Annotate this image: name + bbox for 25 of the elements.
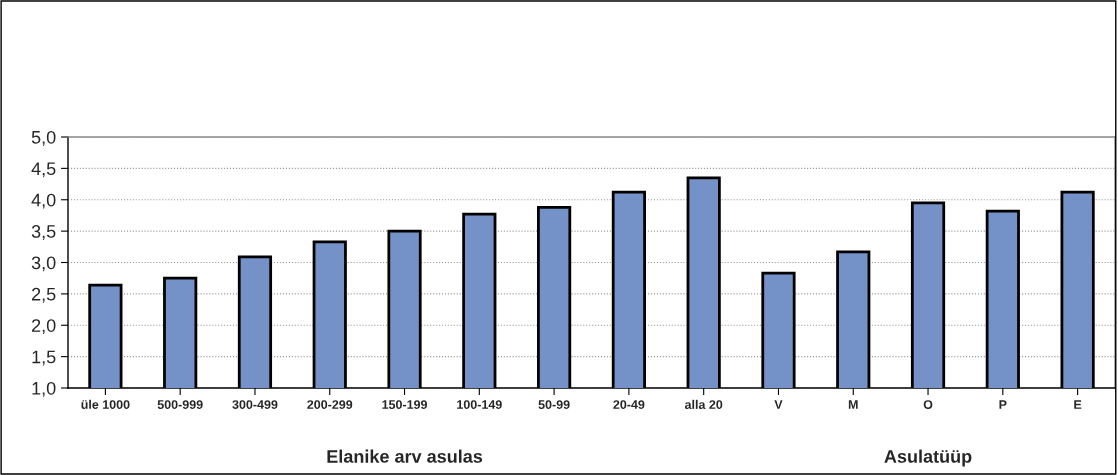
y-tick-label: 3,5 — [31, 225, 56, 240]
x-tick-label: O — [923, 400, 933, 409]
text: Asulatüüp — [884, 449, 972, 467]
y-tick-label: 3,0 — [31, 256, 56, 272]
y-tick-label: 2,5 — [32, 287, 56, 303]
x-tick-label: P — [999, 400, 1007, 409]
x-tick-label: E — [1074, 400, 1082, 409]
x-tick-label: 500-999 — [157, 400, 203, 409]
x-tick-label: alla 20 — [684, 399, 723, 409]
x-tick-label: V — [774, 400, 783, 409]
y-tick-label: 2,0 — [32, 319, 56, 335]
x-tick-label: 20-49 — [613, 400, 645, 409]
y-tick-label: 1,0 — [32, 381, 56, 397]
x-tick-label: 300-499 — [232, 400, 278, 409]
text: Elanike arv asulas — [327, 449, 483, 463]
y-tick-label: 4,0 — [31, 193, 56, 209]
x-tick-label: 150-199 — [382, 400, 428, 409]
x-tick-label: 200-299 — [307, 400, 353, 409]
x-tick-label: 100-149 — [457, 400, 502, 409]
x-tick-label: 50-99 — [538, 400, 570, 409]
y-tick-label: 5,0 — [31, 130, 56, 146]
y-tick-label: 1,5 — [32, 350, 56, 366]
x-tick-label: üle 1000 — [81, 399, 130, 409]
x-tick-label: M — [848, 400, 858, 409]
y-tick-label: 4,5 — [31, 162, 56, 178]
